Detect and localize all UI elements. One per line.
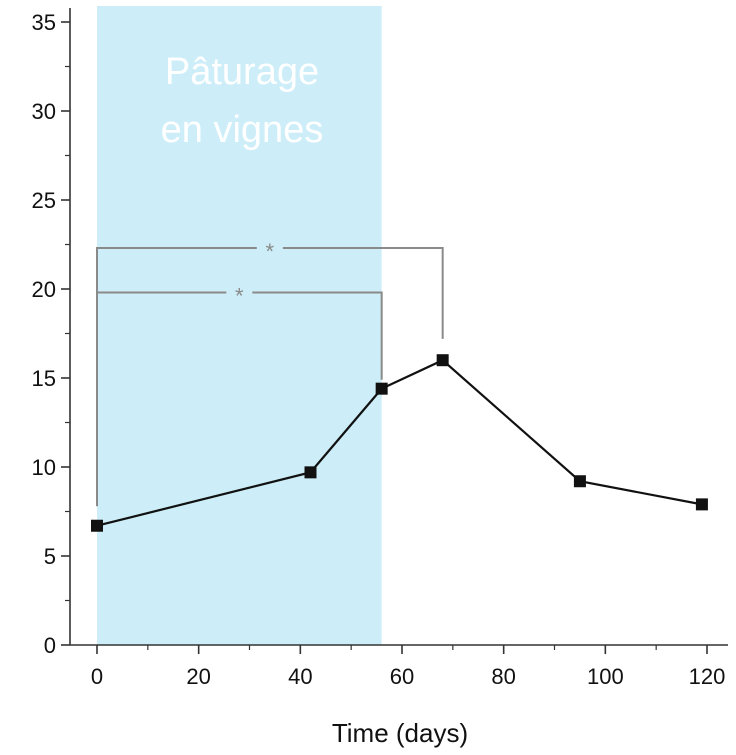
- x-axis-label: Time (days): [332, 718, 468, 748]
- y-tick-label: 35: [32, 10, 56, 35]
- shade-label-line-2: en vignes: [161, 109, 324, 151]
- significance-bracket: [96, 291, 383, 507]
- significance-star: *: [266, 239, 275, 264]
- x-tick-label: 100: [587, 664, 624, 689]
- data-point: [91, 519, 103, 532]
- y-tick-label: 20: [32, 277, 56, 302]
- x-tick-label: 60: [390, 664, 414, 689]
- y-tick-label: 15: [32, 366, 56, 391]
- significance-brackets: **: [96, 239, 444, 507]
- y-tick-label: 30: [32, 99, 56, 124]
- x-tick-label: 80: [491, 664, 515, 689]
- y-tick-label: 0: [44, 633, 56, 658]
- y-tick-label: 10: [32, 455, 56, 480]
- data-series: [91, 354, 708, 532]
- x-tick-label: 120: [689, 664, 726, 689]
- y-tick-label: 25: [32, 188, 56, 213]
- x-tick-label: 0: [91, 664, 103, 689]
- data-point: [375, 382, 388, 395]
- x-tick-label: 20: [186, 664, 210, 689]
- data-point: [573, 475, 586, 488]
- y-tick-label: 5: [44, 544, 56, 569]
- axes: 0 5 10 15 20 25 30 35 0 20 40 60 80 100 120: [32, 8, 728, 689]
- significance-star: *: [235, 284, 244, 309]
- shade-label-line-1: Pâturage: [165, 51, 319, 93]
- data-point: [695, 498, 708, 511]
- series-line: [96, 358, 703, 527]
- data-point: [304, 466, 317, 479]
- data-point: [436, 354, 449, 367]
- x-tick-label: 40: [288, 664, 312, 689]
- grazing-period-shade: [97, 6, 382, 645]
